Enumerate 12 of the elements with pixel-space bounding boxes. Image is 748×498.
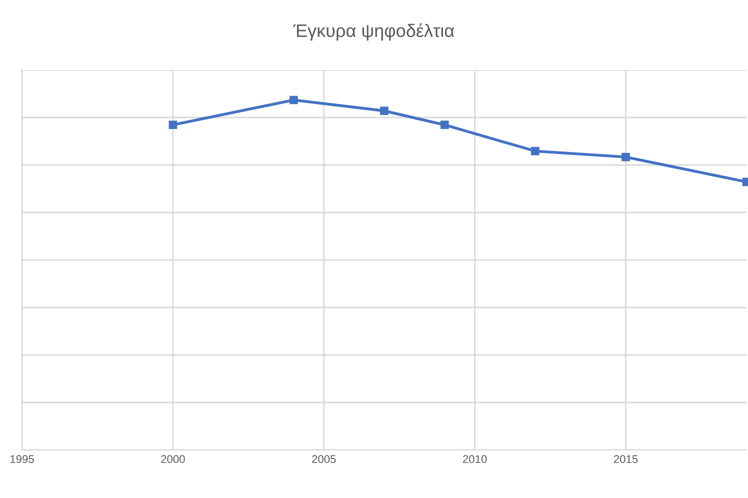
point	[440, 120, 449, 130]
x-tick-label: 2005	[312, 455, 336, 464]
point	[290, 96, 298, 104]
point	[168, 120, 178, 130]
chart-title: Έγκυρα ψηφοδέλτια	[293, 23, 454, 41]
point	[531, 146, 540, 156]
x-tick-label: 2010	[463, 455, 487, 464]
point	[380, 106, 388, 116]
x-tick-label: 2015	[614, 455, 638, 464]
x-tick-label: 2000	[161, 455, 185, 464]
x-tick-label: 1995	[10, 455, 34, 464]
point	[622, 152, 630, 162]
